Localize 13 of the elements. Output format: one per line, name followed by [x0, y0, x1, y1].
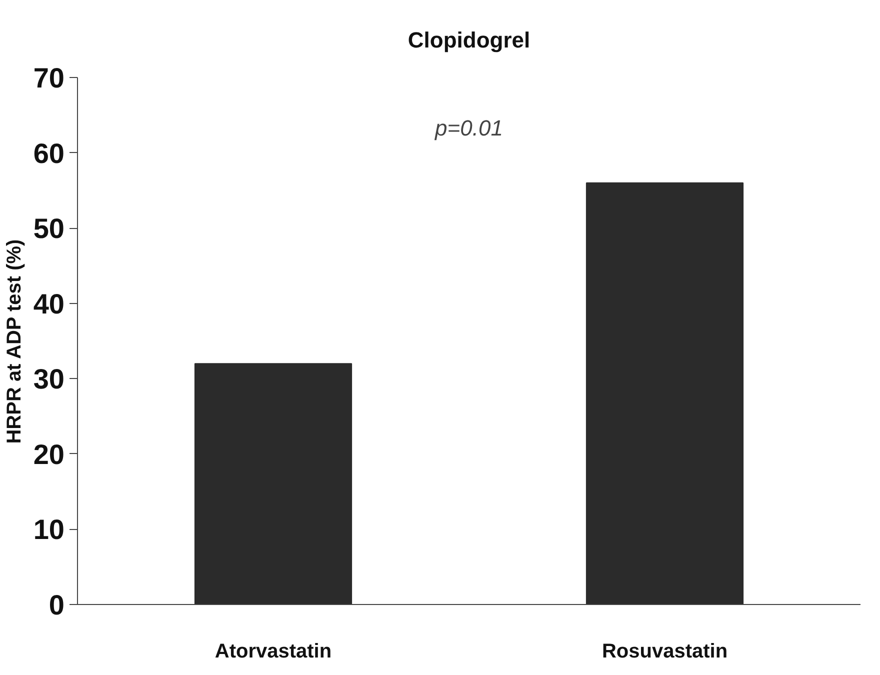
y-tick-label: 60	[33, 138, 65, 169]
x-tick-label: Atorvastatin	[214, 640, 332, 662]
y-tick-label: 0	[48, 590, 65, 620]
y-tick-label: 30	[33, 364, 65, 395]
y-tick-label: 40	[33, 288, 65, 320]
y-axis-title: HRPR at ADP test (%)	[3, 239, 26, 444]
y-tick-label: 20	[33, 438, 65, 470]
chart-title: Clopidogrel	[408, 28, 530, 52]
y-tick-label: 50	[33, 213, 65, 244]
y-tick-label: 70	[33, 62, 65, 94]
x-tick-label: Rosuvastatin	[602, 640, 728, 662]
y-tick-label: 10	[33, 514, 65, 546]
annotation: p=0.01	[434, 116, 503, 141]
